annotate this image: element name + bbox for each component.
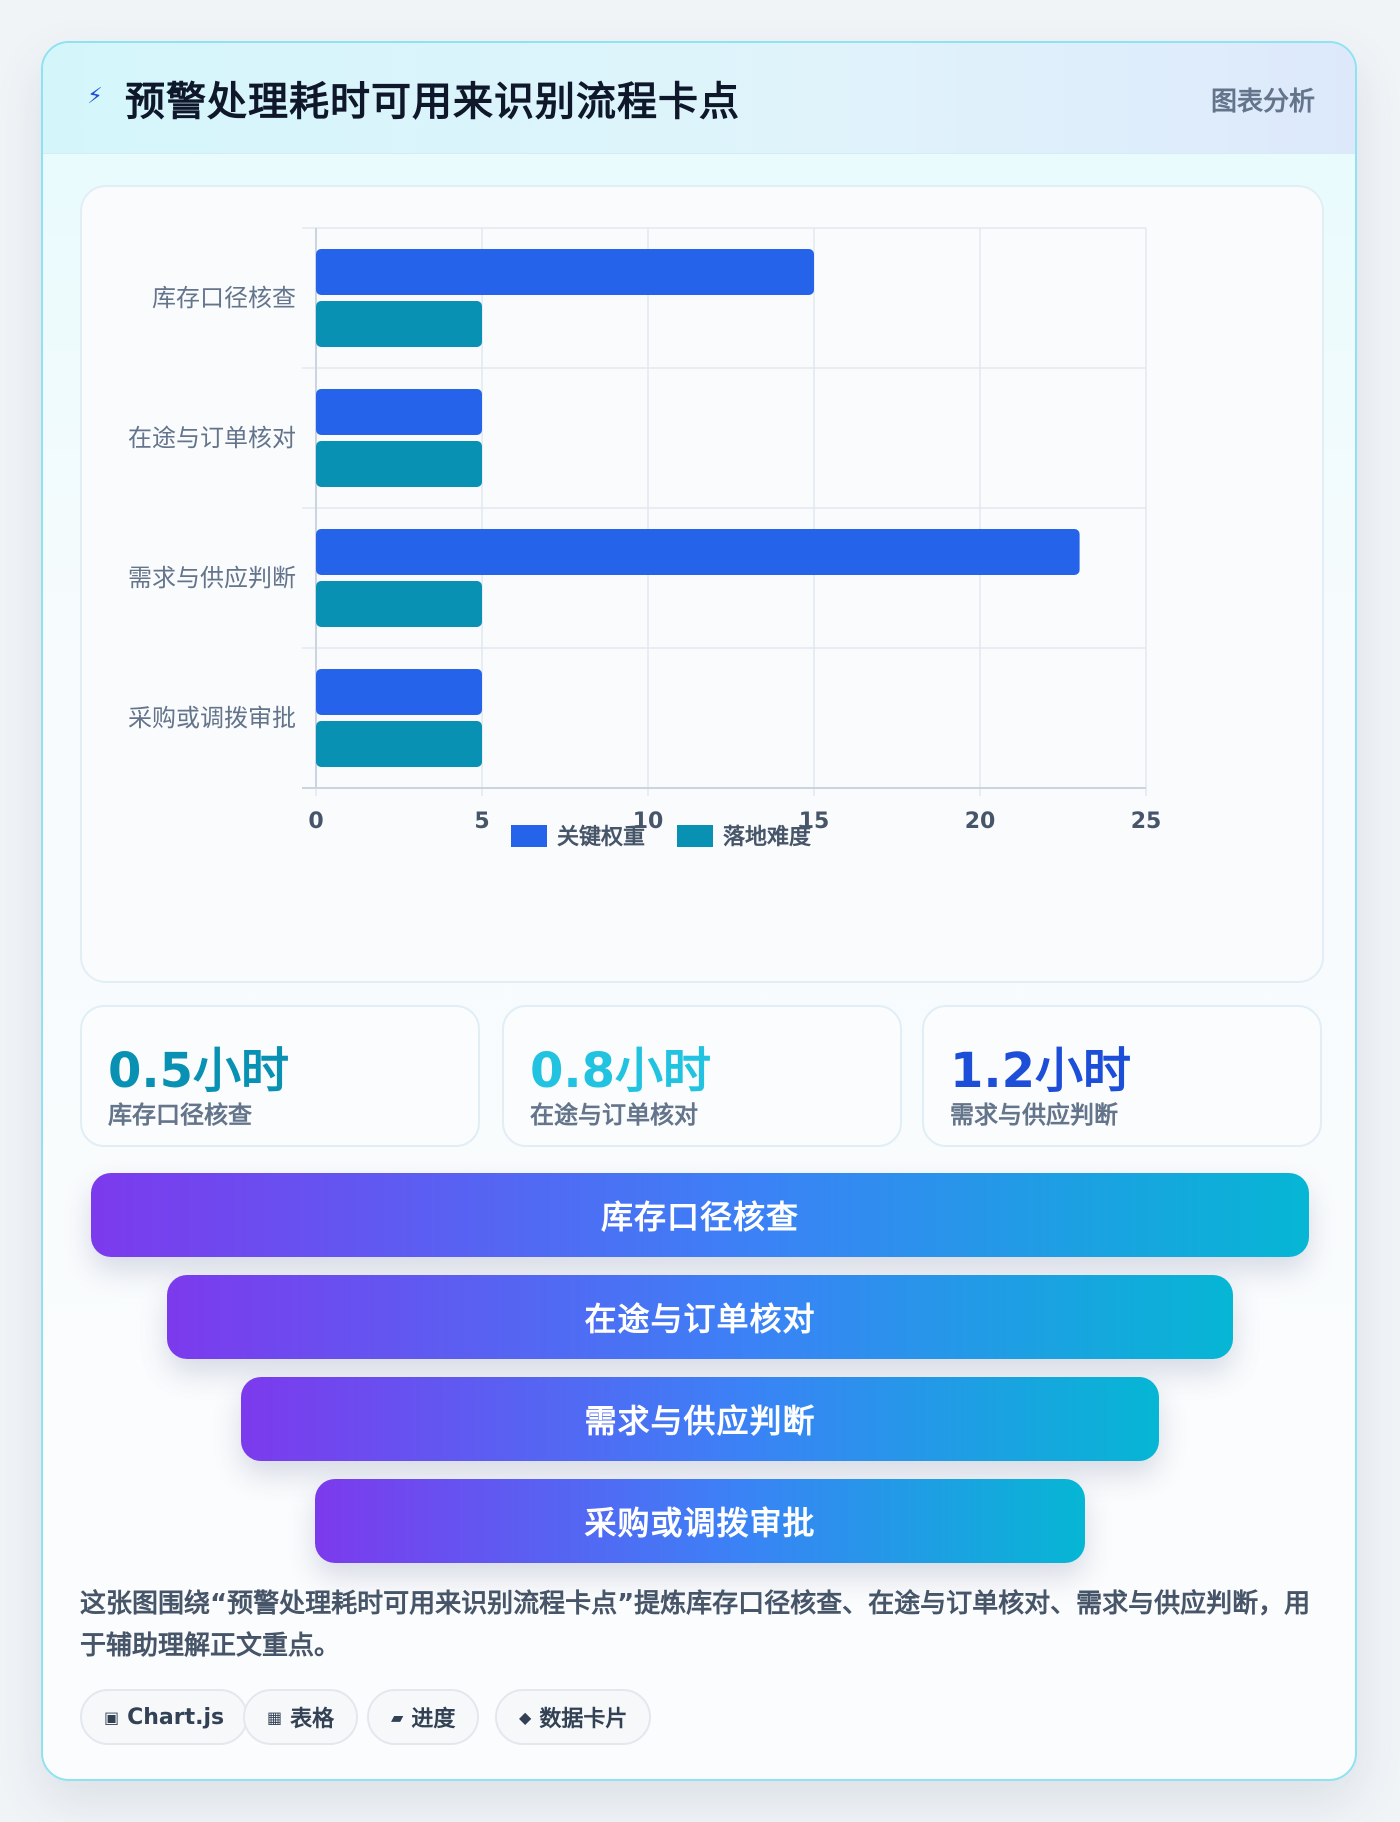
- bar-key-weight: [316, 249, 814, 295]
- stat-card-2: 0.8小时 在途与订单核对: [502, 1005, 902, 1147]
- x-tick-label: 5: [474, 809, 489, 834]
- y-tick-label: 采购或调拨审批: [128, 704, 296, 732]
- chart-icon: ▣: [104, 1707, 120, 1727]
- bar-key-weight: [316, 529, 1080, 575]
- bar-difficulty: [316, 441, 482, 487]
- legend-label: 落地难度: [723, 824, 812, 850]
- x-tick-label: 10: [633, 809, 664, 834]
- summary-text: 这张图围绕“预警处理耗时可用来识别流程卡点”提炼库存口径核查、在途与订单核对、需…: [80, 1589, 1311, 1661]
- stat-label: 库存口径核查: [108, 1101, 252, 1129]
- funnel-step-2: 在途与订单核对: [167, 1275, 1233, 1359]
- y-tick-label: 库存口径核查: [152, 284, 296, 312]
- x-tick-label: 15: [799, 809, 830, 834]
- chip-label: 数据卡片: [539, 1707, 628, 1732]
- x-tick-label: 0: [308, 809, 323, 834]
- chip-label: 进度: [411, 1707, 456, 1732]
- legend-swatch: [677, 825, 713, 847]
- stat-value: 0.8小时: [530, 1043, 712, 1099]
- progress-icon: ▰: [391, 1707, 404, 1727]
- chip-table[interactable]: ▦ 表格: [243, 1689, 359, 1745]
- bolt-icon: ⚡: [87, 84, 103, 109]
- bar-chart: 0 5 10 15 20 25 库存口径核查在途与订单核对需求与供应判断采购或调拨审批关键权…: [128, 227, 1162, 850]
- stat-value: 1.2小时: [950, 1043, 1132, 1099]
- card-title: 预警处理耗时可用来识别流程卡点: [125, 79, 740, 125]
- chip-label: Chart.js: [127, 1704, 225, 1730]
- stat-card-1: 0.5小时 库存口径核查: [80, 1005, 480, 1147]
- x-tick-label: 25: [1131, 809, 1162, 834]
- chip-chartjs[interactable]: ▣ Chart.js: [80, 1689, 249, 1745]
- y-tick-label: 在途与订单核对: [128, 424, 296, 452]
- stat-value: 0.5小时: [108, 1043, 290, 1099]
- bar-difficulty: [316, 721, 482, 767]
- table-icon: ▦: [267, 1707, 283, 1727]
- funnel-step-1: 库存口径核查: [91, 1173, 1309, 1257]
- bar-key-weight: [316, 389, 482, 435]
- card-header: ⚡ 预警处理耗时可用来识别流程卡点 图表分析: [43, 43, 1355, 154]
- legend-swatch: [511, 825, 547, 847]
- chip-progress[interactable]: ▰ 进度: [367, 1689, 480, 1745]
- card-tag: 图表分析: [1210, 87, 1315, 117]
- funnel-step-4: 采购或调拨审批: [315, 1479, 1085, 1563]
- bar-difficulty: [316, 301, 482, 347]
- diamond-icon: ◆: [519, 1707, 532, 1727]
- chart-panel: 0 5 10 15 20 25 库存口径核查在途与订单核对 需求与供应判断 采购或调拨审批关键权…: [80, 185, 1324, 983]
- chart-card: ⚡ 预警处理耗时可用来识别流程卡点 图表分析 0 5 10 15 20 25 库存口径核查在…: [41, 41, 1357, 1781]
- stat-label: 在途与订单核对: [530, 1101, 698, 1129]
- legend-label: 关键权重: [557, 824, 645, 850]
- y-tick-label: 需求与供应判断: [128, 564, 296, 592]
- chip-label: 表格: [290, 1707, 335, 1732]
- chip-data-card[interactable]: ◆ 数据卡片: [495, 1689, 652, 1745]
- stat-label: 需求与供应判断: [950, 1101, 1118, 1129]
- bar-difficulty: [316, 581, 482, 627]
- stat-card-3: 1.2小时 需求与供应判断: [922, 1005, 1322, 1147]
- bar-key-weight: [316, 669, 482, 715]
- x-tick-label: 20: [965, 809, 996, 834]
- funnel-step-3: 需求与供应判断: [241, 1377, 1159, 1461]
